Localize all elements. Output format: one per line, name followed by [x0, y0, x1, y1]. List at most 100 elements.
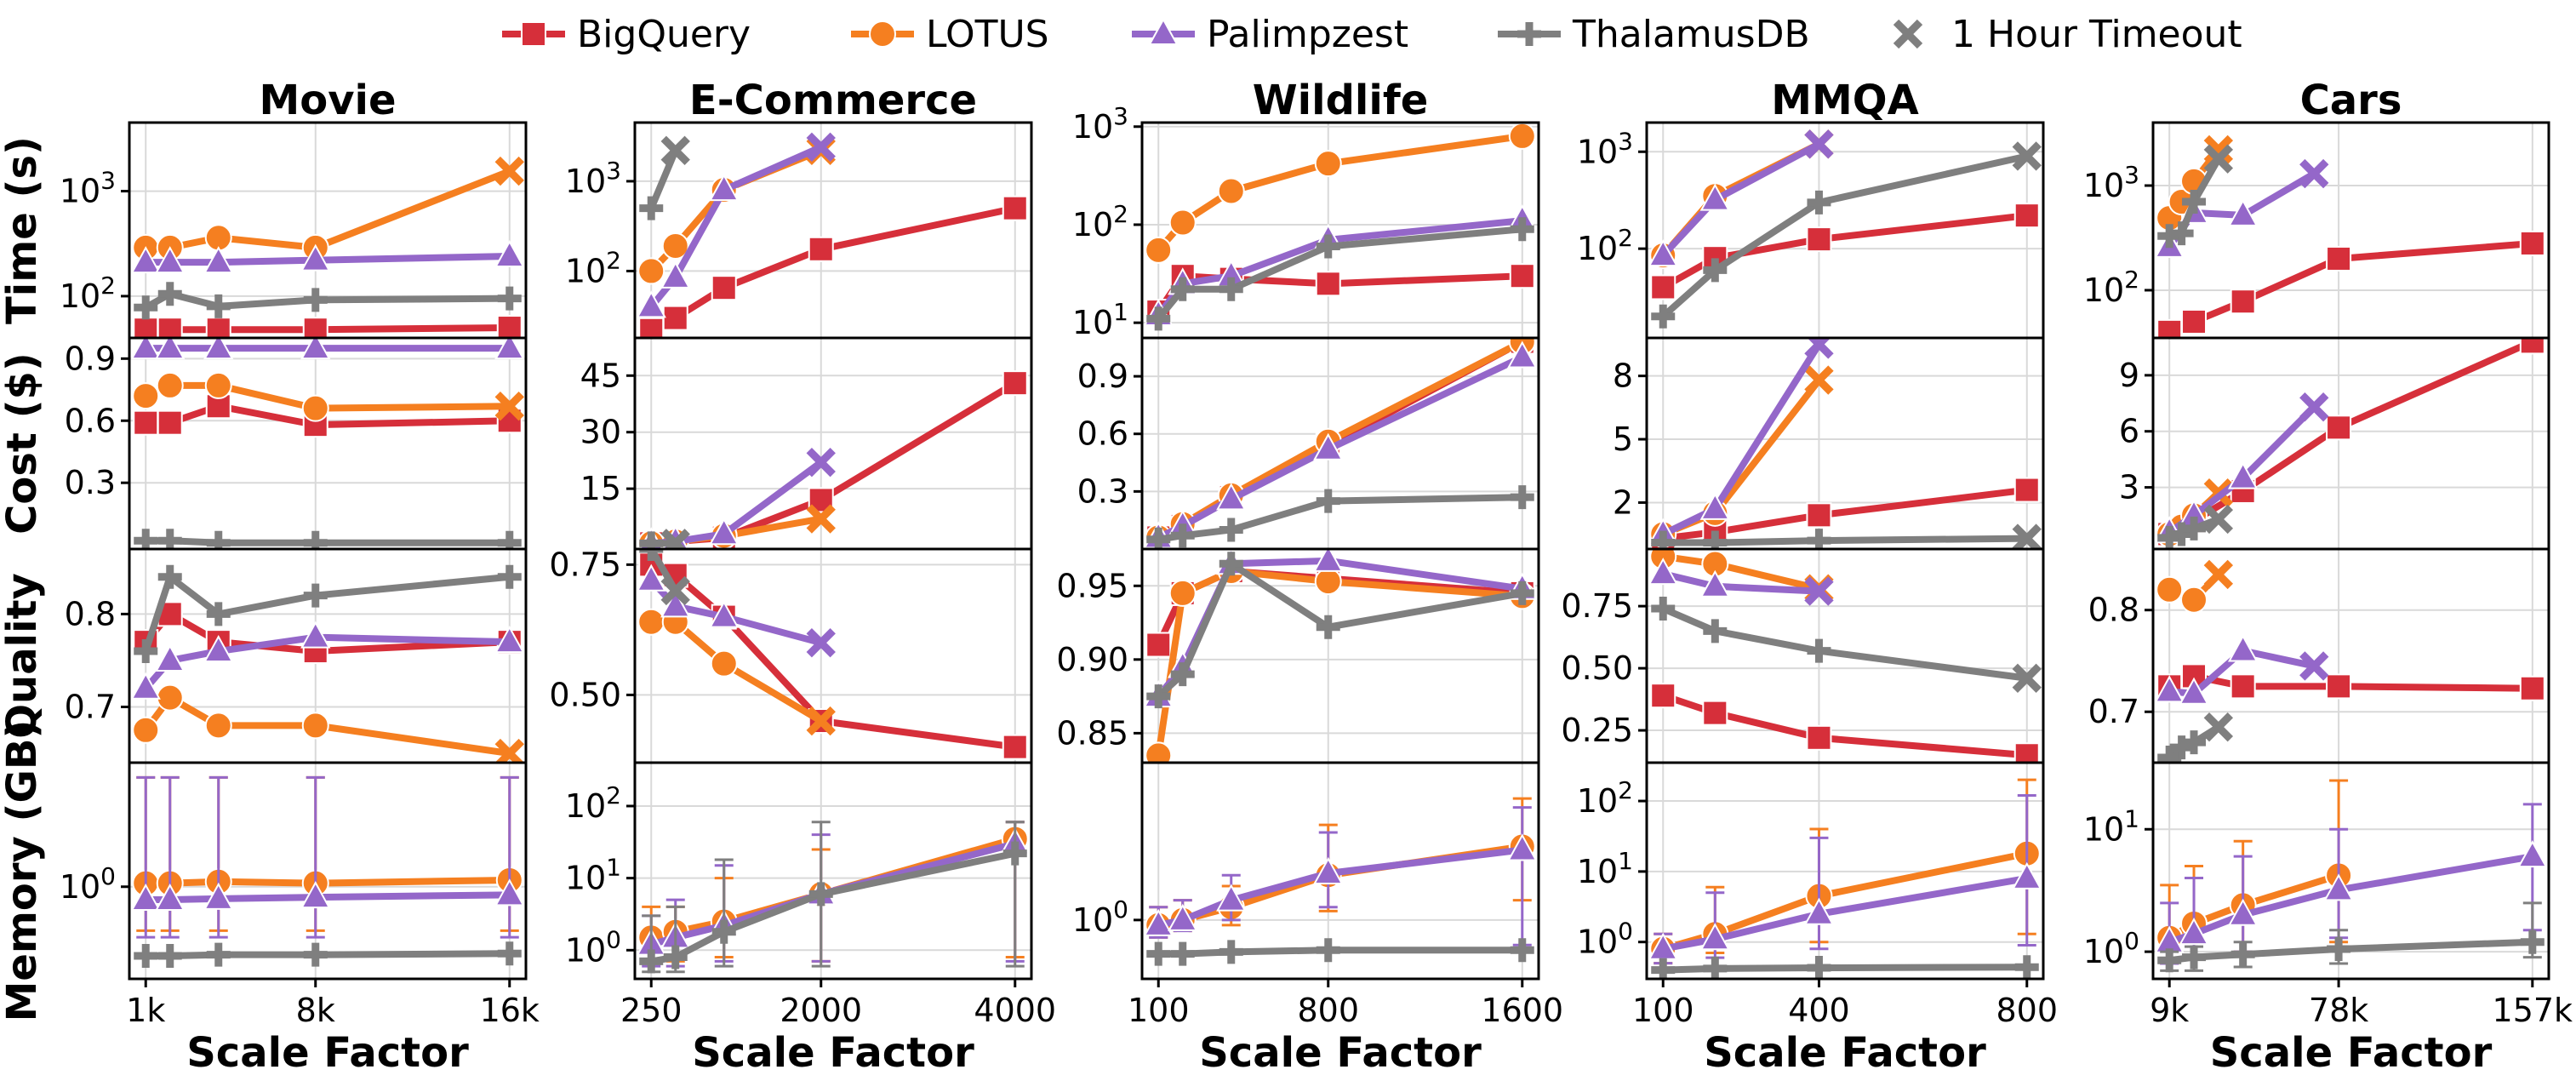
data-point: [709, 518, 740, 546]
data-point: [494, 878, 525, 907]
data-point: [1651, 530, 1676, 549]
data-point: [206, 294, 231, 318]
data-point: [155, 883, 186, 912]
data-point: [2154, 675, 2185, 703]
data-point: [637, 608, 665, 636]
data-point: [497, 564, 522, 589]
gridlines: [2153, 549, 2549, 763]
series-thalamusdb: [2157, 504, 2234, 549]
data-point: [155, 338, 186, 360]
y-tick-label: 103: [60, 167, 116, 210]
timeout-marker-x-icon: [806, 628, 836, 658]
x-tick-label: 78k: [2309, 992, 2368, 1029]
legend-item-bigquery: BigQuery: [502, 13, 751, 56]
series-lotus: [132, 156, 524, 261]
series-line: [648, 578, 822, 647]
y-tick-label: 45: [580, 357, 621, 394]
data-point: [206, 942, 231, 967]
data-point: [156, 371, 184, 399]
x-tick-label: 400: [1788, 992, 1850, 1029]
y-tick-label: 0.6: [65, 402, 116, 439]
panel-frame: [128, 336, 528, 551]
x-axis-label: Scale Factor: [1199, 1029, 1482, 1077]
y-tick-label: 100: [1072, 895, 1128, 939]
series-palimpzest: [130, 775, 525, 939]
legend-item-1-hour-timeout: 1 Hour Timeout: [1893, 13, 2242, 56]
x-tick-label: 8k: [296, 992, 335, 1029]
legend-item-palimpzest: Palimpzest: [1132, 13, 1408, 56]
error-bar: [208, 775, 228, 939]
data-point: [2169, 735, 2194, 760]
timeout-marker-x-icon: [2203, 712, 2234, 742]
data-point: [2517, 840, 2548, 868]
data-point: [2013, 203, 2040, 229]
y-tick-label: 0.90: [1056, 641, 1128, 678]
data-point: [132, 716, 160, 744]
series-line: [1662, 874, 2028, 952]
series-line: [1661, 605, 2028, 682]
plot-area: [1648, 338, 2042, 549]
data-point: [301, 712, 329, 740]
data-point: [2013, 477, 2040, 503]
legend-label: LOTUS: [926, 13, 1049, 56]
data-point: [1143, 908, 1174, 936]
data-point: [1002, 370, 1028, 397]
series-palimpzest: [130, 338, 525, 360]
series-line: [1663, 964, 2027, 974]
data-point: [2227, 634, 2259, 662]
data-point: [1170, 941, 1195, 966]
panel-mmqa-quality: 0.25 0.50 0.75: [1561, 547, 2045, 764]
data-point: [1807, 956, 1831, 979]
row-label-memory-gb: Memory (GB): [0, 720, 46, 1022]
error-bar: [306, 775, 325, 939]
data-point: [1146, 941, 1171, 966]
data-point: [1313, 856, 1344, 884]
timeout-marker-x-icon: [806, 706, 836, 736]
series-thalamusdb: [1146, 485, 1534, 549]
plot-area: [130, 775, 525, 969]
timeout-marker-x-icon: [494, 392, 524, 421]
data-point: [1002, 841, 1027, 866]
series-lotus: [1145, 797, 1536, 939]
panel-movie-quality: 0.7 0.8: [65, 547, 528, 764]
data-point: [301, 394, 329, 422]
gridlines: [635, 763, 1031, 979]
data-point: [639, 531, 664, 549]
series-thalamusdb: [1146, 552, 1534, 709]
data-point: [203, 338, 234, 360]
series-palimpzest: [2154, 634, 2329, 705]
x-tick-label: 157k: [2493, 992, 2573, 1029]
data-point: [2519, 675, 2545, 701]
y-tick-label: 101: [565, 854, 621, 897]
data-point: [711, 275, 737, 301]
series-line: [1158, 947, 1522, 958]
data-point: [637, 257, 665, 285]
y-tick-label: 0.7: [65, 689, 116, 726]
timeout-marker-x-icon: [660, 135, 690, 165]
data-point: [494, 626, 525, 654]
data-point: [2326, 673, 2352, 700]
x-tick-label: 16k: [480, 992, 540, 1029]
data-point: [1217, 177, 1245, 205]
panel-frame: [2151, 761, 2550, 981]
y-tick-label: 0.25: [1561, 712, 1633, 749]
data-point: [1507, 340, 1538, 369]
legend-marker-triangle-icon: [1148, 17, 1179, 45]
data-point: [2014, 955, 2039, 979]
panel-e-commerce-time-s: 102 103: [565, 121, 1033, 340]
chart-title: MMQA: [1771, 77, 1918, 124]
series-line: [146, 253, 510, 266]
y-tick-label: 0.7: [2088, 693, 2139, 730]
data-point: [2179, 677, 2209, 705]
timeout-marker-x-icon: [660, 529, 690, 549]
series-line: [1663, 535, 2027, 546]
timeout-marker-x-icon: [2203, 504, 2234, 535]
legend-label: 1 Hour Timeout: [1951, 13, 2242, 56]
legend-item-lotus: LOTUS: [851, 13, 1049, 56]
series-bigquery: [2156, 230, 2545, 338]
data-point: [302, 317, 328, 338]
x-tick-label: 100: [1632, 992, 1694, 1029]
timeout-marker-x-icon: [2299, 651, 2329, 681]
data-point: [1507, 833, 1538, 861]
